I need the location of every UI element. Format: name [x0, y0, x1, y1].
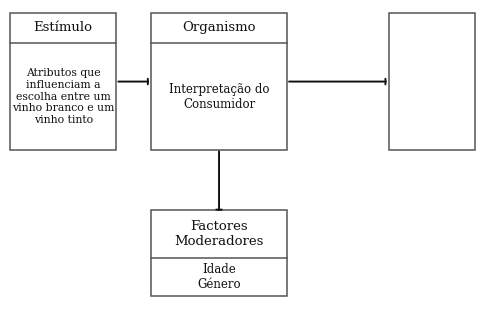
Text: Estímulo: Estímulo	[34, 22, 93, 34]
Bar	[10, 13, 116, 150]
Bar	[389, 13, 475, 150]
Bar	[151, 13, 287, 150]
Text: Atributos que
influenciam a
escolha entre um
vinho branco e um
vinho tinto: Atributos que influenciam a escolha entr…	[12, 69, 114, 125]
Text: Organismo: Organismo	[182, 22, 256, 34]
Bar	[151, 210, 287, 296]
Text: Interpretação do
Consumidor: Interpretação do Consumidor	[169, 83, 269, 111]
Text: Idade
Género: Idade Género	[197, 263, 241, 291]
Text: Factores
Moderadores: Factores Moderadores	[174, 220, 264, 248]
